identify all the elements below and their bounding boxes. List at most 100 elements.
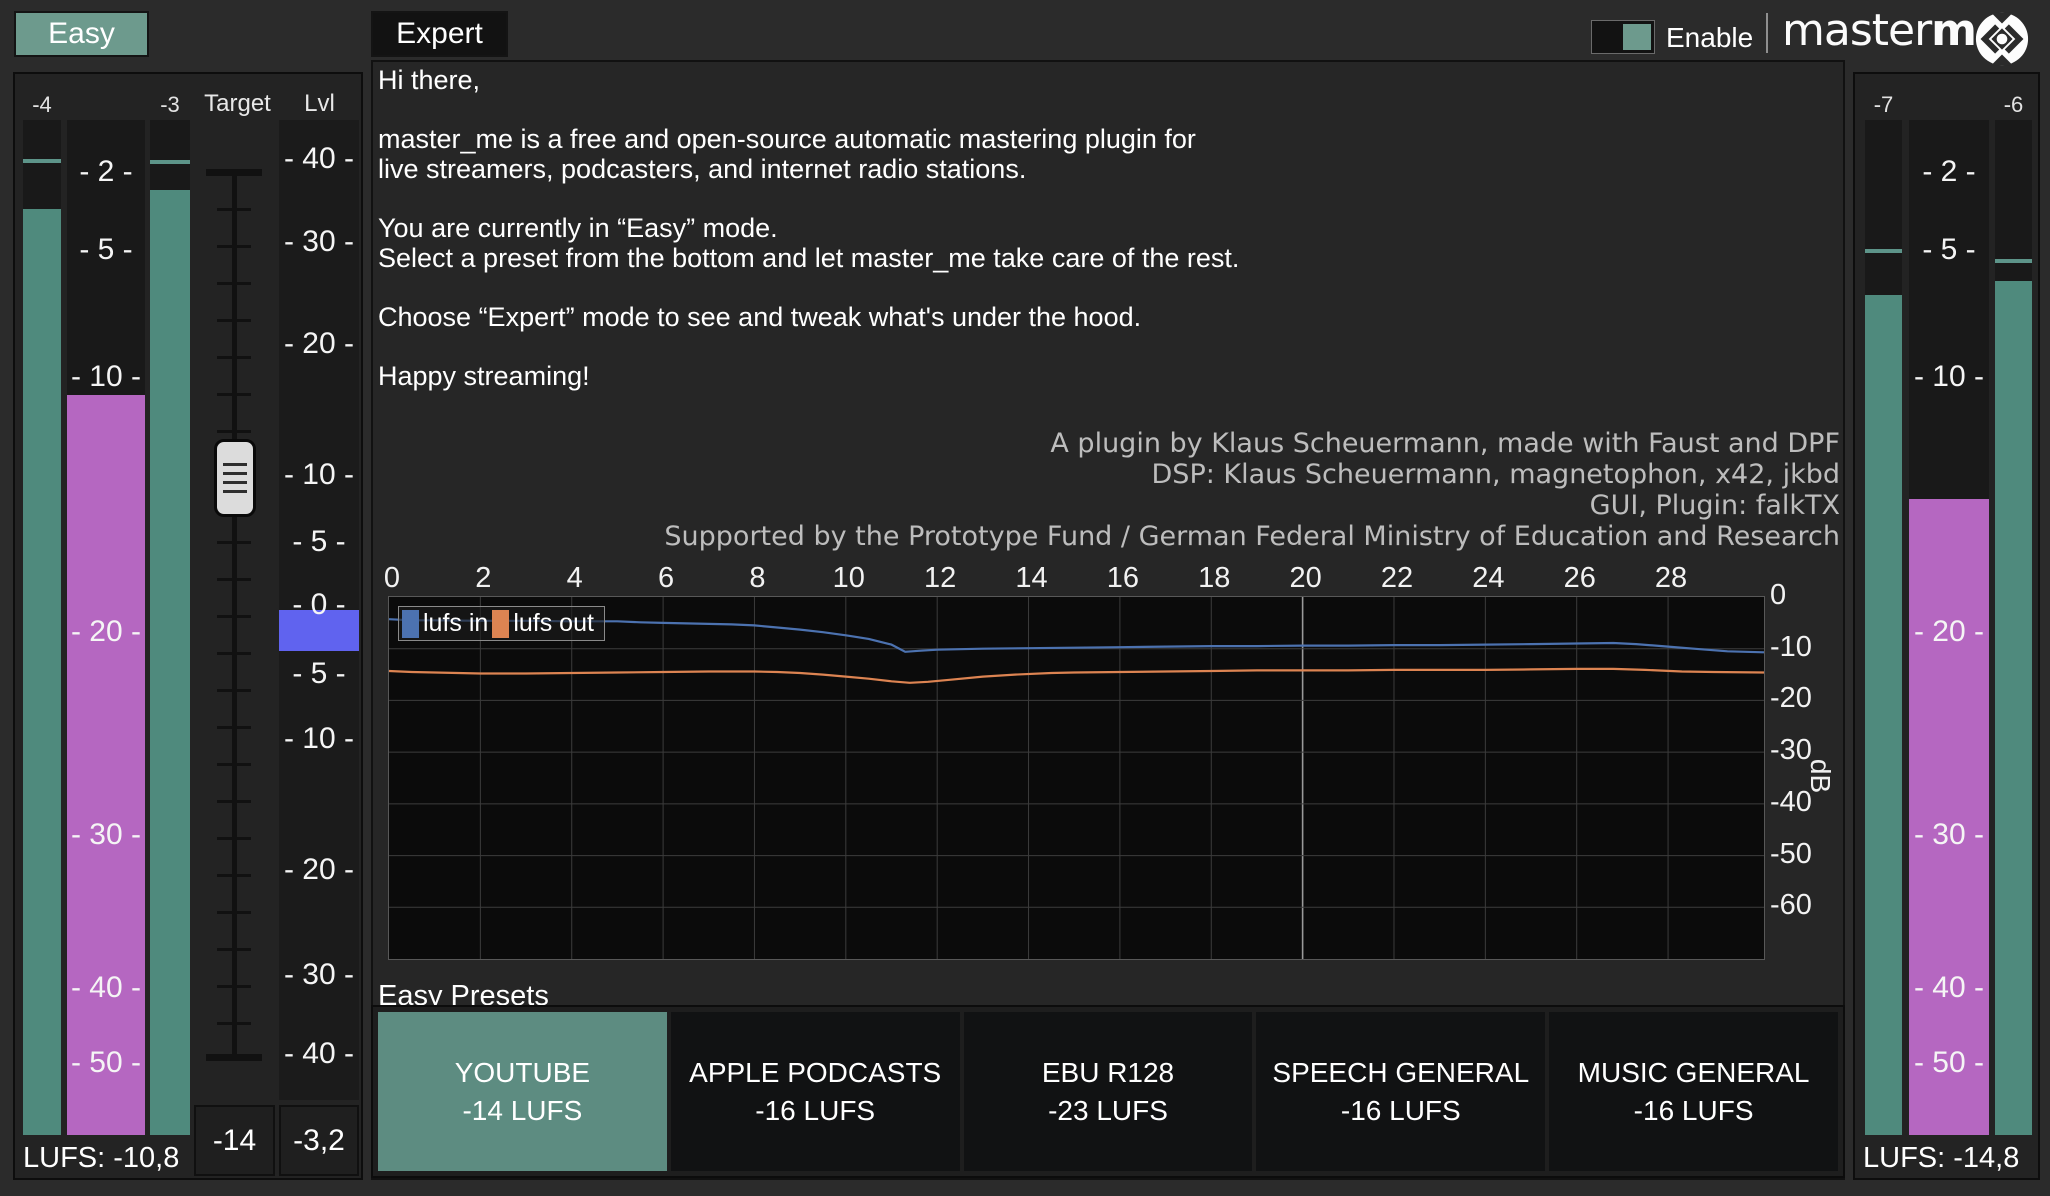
expert-mode-button[interactable]: Expert [371,11,508,57]
chart-x-tick-label: 26 [1563,562,1596,594]
preset-button-speech-general[interactable]: SPEECH GENERAL -16 LUFS [1256,1012,1546,1171]
lufs-scale-label: - 30 - [70,818,142,851]
target-slider-handle[interactable] [214,439,256,517]
handle-grip-line [223,472,247,475]
lvl-gain-scale-label: - 30 - [283,225,355,258]
slider-tick [217,948,251,951]
lufs-scale-label: - 5 - [79,233,133,266]
input-peak-meter-right [150,120,190,1135]
output-peak-meter-left [1865,120,1902,1135]
slider-tick [217,319,251,322]
slider-tick [217,837,251,840]
lvl-gain-scale-label: - 40 - [283,142,355,175]
chart-y-tick-label: -40 [1770,785,1812,818]
welcome-text: Hi there, master_me is a free and open-s… [378,65,1240,391]
preset-lufs: -23 LUFS [1048,1094,1168,1126]
lvl-gain-value: -3,2 [293,1123,345,1157]
input-peak-meter-left [23,120,61,1135]
lvl-gain-scale-label: - 20 - [283,853,355,886]
preset-name: APPLE PODCASTS [689,1056,942,1088]
lufs-scale-label: - 20 - [70,615,142,648]
input-lufs-readout: LUFS: -10,8 [23,1142,180,1174]
preset-list: YOUTUBE -14 LUFS APPLE PODCASTS -16 LUFS EBU… [371,1005,1845,1178]
preset-lufs: -14 LUFS [462,1094,583,1126]
output-peak-right-label: -6 [2003,92,2024,117]
preset-button-apple-podcasts[interactable]: APPLE PODCASTS -16 LUFS [670,1012,960,1171]
chart-x-tick-label: 8 [749,562,766,594]
peak-hold-line [23,159,61,163]
slider-tick [217,911,251,914]
lvl-gain-meter: - 40 - - 30 - - 20 - - 10 - - 5 - - 0 - - 5 - -… [279,120,359,1100]
target-value-box[interactable]: -14 [194,1105,275,1176]
lufs-scale-label: - 10 - [70,360,142,393]
input-lufs-meter: - 2 - - 5 - - 10 - - 20 - - 30 - - 40 - - 50 - [67,120,145,1135]
lufs-scale-label: - 10 - [1913,360,1985,393]
enable-label: Enable [1666,22,1754,53]
preset-button-ebu-r128[interactable]: EBU R128 -23 LUFS [963,1012,1253,1171]
lvl-gain-scale-label: - 10 - [283,458,355,491]
chart-x-tick-label: 14 [1015,562,1048,594]
chart-x-tick-label: 2 [475,562,492,594]
preset-name: EBU R128 [1041,1056,1175,1088]
chart-y-tick-label: -10 [1770,630,1812,663]
lvl-gain-scale-label: - 10 - [283,722,355,755]
meter-fill [1865,295,1902,1135]
slider-tick [217,800,251,803]
output-lufs-readout: LUFS: -14,8 [1863,1142,2020,1174]
chart-x-tick-label: 12 [924,562,957,594]
chart-series-lufs-in [389,618,1764,654]
slider-tick [217,652,251,655]
chart-y-tick-label: 0 [1770,579,1787,611]
credits-line: DSP: Klaus Scheuermann, magnetophon, x42… [1151,459,1840,490]
lufs-scale-label: - 40 - [1913,971,1985,1004]
peak-hold-line [1865,249,1902,253]
slider-tick [217,689,251,692]
preset-name: YOUTUBE [454,1056,591,1088]
slider-tick [217,1022,251,1025]
credits-line: Supported by the Prototype Fund / German… [664,521,1840,552]
output-peak-left-label: -7 [1873,92,1894,117]
preset-name: SPEECH GENERAL [1272,1056,1530,1088]
lufs-history-chart: 0 2 4 6 8 10 12 14 16 18 20 22 24 26 28 0 -10 -20 -30 -40-… [384,560,1858,960]
meter-fill [67,395,145,1135]
meter-fill [1995,281,2032,1135]
meter-fill [150,190,190,1135]
enable-toggle[interactable] [1591,20,1655,54]
masterme-logo-icon[interactable] [1974,11,2030,67]
chart-x-tick-label: 20 [1289,562,1322,594]
chart-y-tick-label: -60 [1770,889,1812,922]
input-peak-right-label: -3 [160,92,180,117]
meter-fill [1909,499,1989,1135]
preset-button-youtube[interactable]: YOUTUBE -14 LUFS [378,1012,667,1171]
preset-lufs: -16 LUFS [755,1094,876,1126]
chart-x-tick-label: 6 [658,562,675,594]
enable-toggle-fill [1623,24,1651,50]
chart-plot-area [388,596,1765,960]
slider-tick [217,356,251,359]
meter-fill [23,209,61,1135]
lvl-gain-scale-label: - 20 - [283,327,355,360]
lvl-gain-scale-label: - 5 - [292,525,346,558]
chart-x-tick-label: 28 [1654,562,1688,594]
slider-tick [217,208,251,211]
credits-line: GUI, Plugin: falkTX [1589,490,1840,521]
output-peak-meter-right [1995,120,2032,1135]
legend-label: lufs in [423,609,489,637]
peak-hold-line [1995,259,2032,263]
topbar-divider [1766,13,1768,53]
legend-swatch [492,609,510,638]
chart-x-tick-label: 0 [383,562,401,594]
chart-x-tick-label: 10 [832,562,865,594]
slider-tick [217,615,251,618]
chart-y-tick-label: -30 [1770,734,1812,767]
chart-x-tick-label: 22 [1380,562,1414,594]
lvl-gain-scale-label: - 30 - [283,958,355,991]
easy-mode-button[interactable]: Easy [14,11,149,57]
preset-button-music-general[interactable]: MUSIC GENERAL -16 LUFS [1549,1012,1838,1171]
target-slider[interactable] [195,120,275,1100]
legend-label: lufs out [513,609,594,637]
lvl-gain-value-box: -3,2 [279,1105,359,1176]
chart-series-lufs-out [389,667,1764,684]
lufs-scale-label: - 5 - [1922,233,1976,266]
